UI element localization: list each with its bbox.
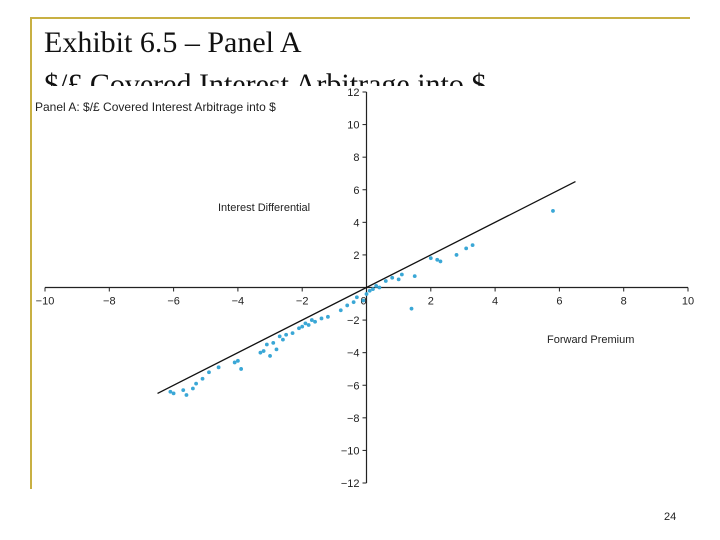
data-point <box>290 331 295 336</box>
data-point <box>319 316 324 321</box>
slide-subtitle: $/£ Covered Interest Arbitrage into $ <box>44 68 487 90</box>
data-point <box>194 381 199 386</box>
data-point <box>313 319 317 324</box>
y-tick-label: 2 <box>353 250 359 262</box>
data-point <box>377 285 382 290</box>
y-tick-label: −10 <box>341 445 360 457</box>
x-axis-label: Forward Premium <box>547 334 634 346</box>
data-point <box>361 298 366 303</box>
y-tick-label: −2 <box>347 315 360 327</box>
data-point <box>428 256 433 261</box>
data-point <box>181 388 186 393</box>
x-tick-label: 2 <box>428 296 434 308</box>
data-point <box>200 376 205 381</box>
y-tick-label: 12 <box>347 87 359 99</box>
y-tick-label: 8 <box>353 152 359 164</box>
data-point <box>309 318 314 322</box>
data-point <box>184 393 189 397</box>
data-point <box>264 342 269 347</box>
data-point <box>326 314 330 319</box>
y-axis-label: Interest Differential <box>218 202 310 214</box>
x-tick-label: 10 <box>682 296 694 308</box>
data-point <box>338 308 343 313</box>
data-point <box>396 277 401 282</box>
data-point <box>216 365 221 370</box>
data-point <box>364 292 369 296</box>
data-point <box>190 386 195 391</box>
y-tick-label: −6 <box>347 380 360 392</box>
x-tick-label: 4 <box>492 296 498 308</box>
chart-title: Panel A: $/£ Covered Interest Arbitrage … <box>35 100 276 114</box>
data-point <box>390 275 395 280</box>
data-point <box>464 246 469 251</box>
y-tick-label: −4 <box>347 348 360 360</box>
slide-frame-top-rule <box>30 17 690 19</box>
data-point <box>470 243 475 248</box>
data-point <box>236 358 240 363</box>
data-point <box>371 287 375 292</box>
data-point <box>354 295 359 300</box>
data-point <box>239 367 244 371</box>
y-tick-label: 6 <box>353 185 359 197</box>
data-point <box>261 349 266 353</box>
y-tick-label: −8 <box>347 413 360 425</box>
data-point <box>268 354 272 358</box>
data-point <box>435 257 440 262</box>
data-point <box>454 253 459 257</box>
data-point <box>412 274 417 278</box>
y-tick-label: 4 <box>353 217 359 229</box>
data-point <box>297 326 301 331</box>
data-point <box>374 283 379 288</box>
data-point <box>274 347 279 352</box>
y-tick-label: −12 <box>341 478 360 490</box>
data-point <box>168 389 173 394</box>
data-point <box>345 303 350 308</box>
data-point <box>281 337 285 342</box>
x-tick-label: −6 <box>167 296 180 308</box>
page-number: 24 <box>664 511 677 523</box>
data-point <box>300 324 305 329</box>
y-tick-label: 10 <box>347 120 359 132</box>
chart-points <box>168 209 555 397</box>
data-point <box>409 306 414 311</box>
data-point <box>232 360 237 365</box>
interest-parity-line <box>157 181 576 394</box>
slide-title: Exhibit 6.5 – Panel A <box>44 26 302 59</box>
data-point <box>306 323 311 327</box>
x-tick-label: −4 <box>232 296 245 308</box>
data-point <box>271 340 276 345</box>
data-point <box>551 209 555 213</box>
x-tick-label: 8 <box>621 296 627 308</box>
data-point <box>303 321 308 326</box>
data-point <box>258 350 263 355</box>
data-point <box>399 272 404 277</box>
data-point <box>438 259 443 264</box>
x-tick-label: 6 <box>556 296 562 308</box>
slide-frame-left-rule <box>30 17 32 489</box>
data-point <box>351 300 356 305</box>
x-tick-label: −8 <box>103 296 116 308</box>
data-point <box>383 279 388 283</box>
data-point <box>284 332 289 337</box>
data-point <box>277 334 282 339</box>
data-point <box>367 288 372 293</box>
data-point <box>207 370 211 375</box>
x-tick-label: −10 <box>36 296 55 308</box>
x-tick-label: −2 <box>296 296 309 308</box>
data-point <box>171 391 176 396</box>
